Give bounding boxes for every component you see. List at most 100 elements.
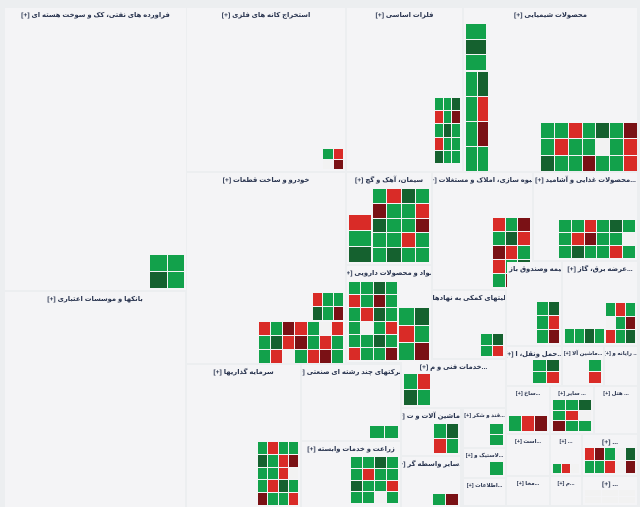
treemap-tile[interactable] [373,334,385,347]
treemap-tile[interactable] [509,416,521,431]
treemap-tile[interactable] [167,255,184,271]
sector-header-insurance[interactable]: ...بیمه وصندوق باز [+] [507,266,561,273]
treemap-tile[interactable] [288,467,298,480]
treemap-tile[interactable] [363,468,374,480]
treemap-tile[interactable] [401,233,415,248]
treemap-tile[interactable] [259,350,271,363]
sector-header-agri[interactable]: زراعت و خدمات وابسته [+] [307,446,395,453]
treemap-tile[interactable] [435,137,443,150]
treemap-tile[interactable] [278,480,288,493]
treemap-tile[interactable] [505,246,518,259]
treemap-tile[interactable] [546,372,559,383]
sector-header-mining[interactable]: استخراج کانه های فلزی [+] [221,12,311,19]
treemap-tile[interactable] [623,220,635,232]
treemap-tile[interactable] [584,220,597,232]
treemap-tile[interactable] [626,303,635,316]
treemap-tile[interactable] [533,360,546,371]
treemap-tile[interactable] [582,123,596,139]
treemap-tile[interactable] [258,454,268,467]
treemap-tile[interactable] [333,149,343,159]
treemap-tile[interactable] [582,139,596,155]
treemap-tile[interactable] [401,248,415,262]
treemap-tile[interactable] [589,372,601,383]
treemap-tile[interactable] [349,247,371,262]
treemap-tile[interactable] [541,155,554,171]
treemap-tile[interactable] [417,374,430,389]
treemap-tile[interactable] [605,461,615,473]
treemap-tile[interactable] [585,448,595,460]
treemap-tile[interactable] [363,457,374,468]
treemap-tile[interactable] [373,308,385,321]
sector-header-food[interactable]: ...محصولات غذایی و آشامید [+] [535,177,636,184]
treemap-tile[interactable] [535,416,547,431]
treemap-tile[interactable] [278,442,288,454]
sector-header-mini-4[interactable]: ... [+] [601,480,619,488]
treemap-tile[interactable] [363,492,374,503]
treemap-tile[interactable] [624,155,637,171]
treemap-tile[interactable] [443,124,452,137]
treemap-tile[interactable] [319,322,331,335]
treemap-tile[interactable] [313,293,323,306]
treemap-tile[interactable] [579,400,591,410]
treemap-tile[interactable] [351,480,362,492]
treemap-tile[interactable] [562,464,570,473]
treemap-tile[interactable] [554,123,568,139]
treemap-tile[interactable] [624,139,637,155]
treemap-tile[interactable] [452,137,460,150]
treemap-tile[interactable] [323,149,333,159]
sector-header-power[interactable]: ...عرضه برق، گاز [+] [567,266,633,273]
treemap-tile[interactable] [414,308,429,325]
treemap-tile[interactable] [258,467,268,480]
treemap-tile[interactable] [466,97,477,121]
treemap-tile[interactable] [271,350,283,363]
treemap-tile[interactable] [466,55,486,70]
treemap-tile[interactable] [610,246,623,258]
treemap-tile[interactable] [288,454,298,467]
treemap-tile[interactable] [323,293,333,306]
sector-header-auto[interactable]: خودرو و ساخت قطعات [+] [222,177,310,184]
treemap-tile[interactable] [579,421,591,431]
treemap-tile[interactable] [361,321,373,334]
treemap-tile[interactable] [610,139,624,155]
treemap-tile[interactable] [387,233,401,248]
treemap-tile[interactable] [399,325,414,343]
treemap-tile[interactable] [490,435,503,445]
treemap-tile[interactable] [385,308,397,321]
treemap-tile[interactable] [258,493,268,505]
treemap-tile[interactable] [566,400,578,410]
sector-header-services[interactable]: ...خدمات فنی و م [+] [419,364,488,371]
treemap-tile[interactable] [610,155,624,171]
treemap-tile[interactable] [271,322,283,335]
sector-header-computer[interactable]: ... رایانه و [+] [605,351,637,357]
treemap-tile[interactable] [595,461,605,473]
treemap-tile[interactable] [596,155,610,171]
sector-header-mini-2[interactable]: ... [+] [601,438,619,446]
sector-header-metals[interactable]: فلزات اساسی [+] [375,12,434,19]
treemap-tile[interactable] [167,272,184,288]
sector-header-commodity[interactable]: ...فعالیتهای کمکی به نهادهای [+] [433,295,505,302]
treemap-tile[interactable] [373,295,385,308]
treemap-tile[interactable] [446,424,458,438]
treemap-tile[interactable] [333,307,343,320]
treemap-tile[interactable] [443,98,452,111]
sector-header-hotel[interactable]: ... هتل [+] [603,391,629,397]
treemap-tile[interactable] [443,150,452,163]
treemap-tile[interactable] [387,480,398,492]
sector-header-cement[interactable]: سیمان، آهک و گچ [+] [354,177,424,184]
sector-header-it[interactable]: ...اطلاعات [+] [466,483,503,489]
treemap-tile[interactable] [582,155,596,171]
treemap-tile[interactable] [493,218,505,231]
treemap-tile[interactable] [466,147,477,171]
treemap-tile[interactable] [361,347,373,360]
treemap-tile[interactable] [415,218,429,233]
treemap-tile[interactable] [434,424,446,438]
treemap-tile[interactable] [537,302,548,315]
treemap-tile[interactable] [387,468,398,480]
treemap-tile[interactable] [537,330,548,343]
treemap-tile[interactable] [331,336,343,349]
treemap-tile[interactable] [605,448,615,460]
treemap-tile[interactable] [477,147,488,171]
sector-header-banks[interactable]: بانکها و موسسات اعتباری [+] [47,296,143,303]
treemap-tile[interactable] [373,218,387,233]
treemap-tile[interactable] [477,122,488,146]
